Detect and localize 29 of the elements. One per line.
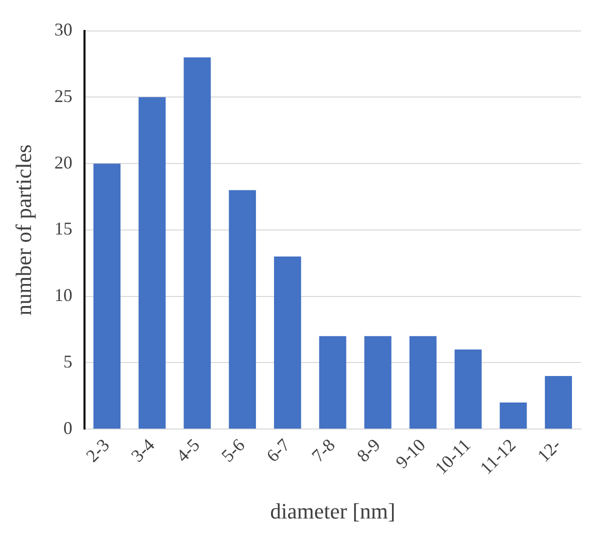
y-tick-label: 0 [63,418,72,438]
x-tick-label: 2-3 [82,434,114,466]
bar [184,57,211,429]
y-tick-label: 30 [54,20,72,40]
bar [319,336,346,429]
bar [93,164,121,429]
x-tick-label: 4-5 [172,434,204,466]
y-tick-label: 10 [54,285,72,306]
y-tick-label: 15 [54,218,72,239]
x-tick-label: 8-9 [352,434,384,466]
x-tick-label: 5-6 [217,434,249,466]
y-tick-label: 25 [54,86,72,106]
bar [364,336,392,429]
bar [409,336,437,429]
x-axis-title: diameter [nm] [270,498,396,524]
bar [228,190,256,429]
bar [544,376,572,429]
bar [500,402,527,429]
x-tick-label: 3-4 [127,434,158,466]
x-tick-label: 6-7 [262,434,294,466]
bar [274,256,302,429]
x-tick-label: 9-10 [392,434,430,472]
y-axis-title: number of particles [10,144,36,316]
x-tick-label: 7-8 [308,434,339,466]
x-tick-label: 12- [533,434,565,466]
y-tick-label: 20 [54,152,72,172]
bar [454,349,482,429]
y-tick-label: 5 [63,351,72,372]
bar [138,97,166,429]
